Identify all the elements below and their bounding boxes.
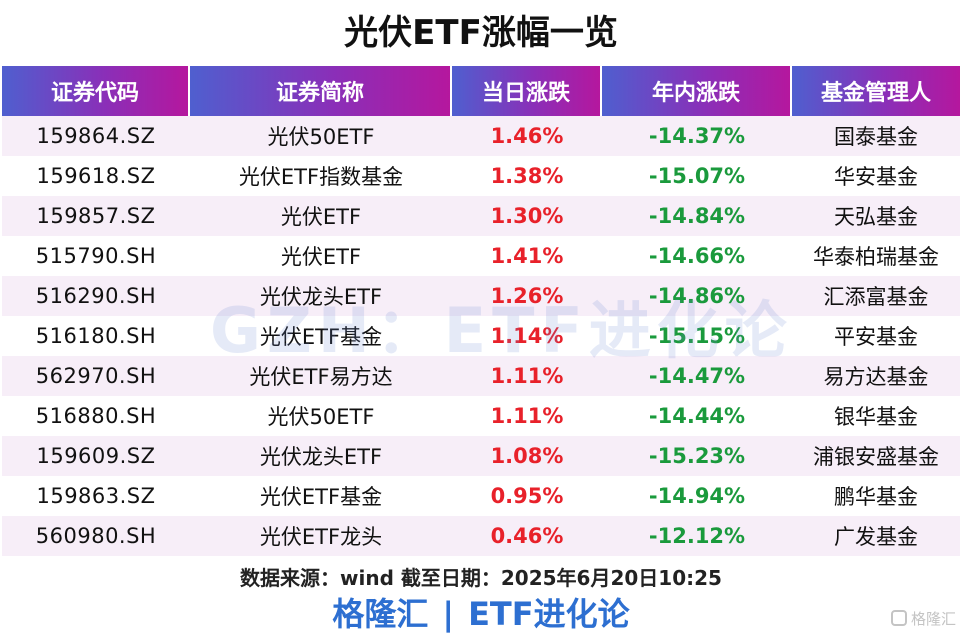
cell-name: 光伏ETF基金 [259, 325, 383, 349]
table-row: 159864.SZ 光伏50ETF 1.46% -14.37% 国泰基金 [2, 116, 960, 156]
cell-code: 515790.SH [35, 244, 157, 268]
cell-manager: 浦银安盛基金 [813, 445, 939, 469]
cell-manager: 平安基金 [834, 325, 918, 349]
cell-day-change: 0.46% [490, 524, 564, 548]
cell-ytd-change: -15.07% [648, 164, 746, 188]
table-row: 159618.SZ 光伏ETF指数基金 1.38% -15.07% 华安基金 [2, 156, 960, 196]
cell-day-change: 1.26% [490, 284, 564, 308]
footer-brand: 格隆汇 | ETF进化论 [0, 594, 962, 634]
cell-name: 光伏龙头ETF [259, 285, 383, 309]
cell-name: 光伏ETF [280, 205, 362, 229]
gelonghui-logo-icon [890, 610, 907, 626]
corner-logo: 格隆汇 [890, 607, 956, 629]
cell-manager: 华安基金 [834, 165, 918, 189]
table-row: 516180.SH 光伏ETF基金 1.14% -15.15% 平安基金 [2, 316, 960, 356]
cell-code: 159618.SZ [36, 164, 156, 188]
cell-code: 516880.SH [35, 404, 157, 428]
cell-ytd-change: -14.66% [648, 244, 746, 268]
cell-name: 光伏ETF龙头 [259, 525, 383, 549]
cell-manager: 天弘基金 [834, 205, 918, 229]
cell-ytd-change: -15.15% [648, 324, 746, 348]
etf-table: 证券代码 证券简称 当日涨跌 年内涨跌 基金管理人 159864.SZ 光伏50E… [2, 66, 960, 556]
cell-code: 159857.SZ [36, 204, 156, 228]
header-day-change: 当日涨跌 [452, 66, 602, 116]
cell-name: 光伏50ETF [267, 405, 375, 429]
cell-day-change: 1.14% [490, 324, 564, 348]
cell-manager: 国泰基金 [834, 125, 918, 149]
cell-code: 159609.SZ [36, 444, 156, 468]
corner-logo-text: 格隆汇 [910, 609, 956, 628]
cell-ytd-change: -14.47% [648, 364, 746, 388]
cell-name: 光伏ETF [280, 245, 362, 269]
cell-ytd-change: -12.12% [648, 524, 746, 548]
cell-code: 516290.SH [35, 284, 157, 308]
cell-ytd-change: -15.23% [648, 444, 746, 468]
table-row: 560980.SH 光伏ETF龙头 0.46% -12.12% 广发基金 [2, 516, 960, 556]
cell-code: 516180.SH [35, 324, 157, 348]
cell-name: 光伏龙头ETF [259, 445, 383, 469]
cell-manager: 易方达基金 [823, 365, 929, 389]
table-row: 159857.SZ 光伏ETF 1.30% -14.84% 天弘基金 [2, 196, 960, 236]
cell-manager: 广发基金 [834, 525, 918, 549]
cell-manager: 鹏华基金 [834, 485, 918, 509]
table-row: 516880.SH 光伏50ETF 1.11% -14.44% 银华基金 [2, 396, 960, 436]
cell-manager: 银华基金 [834, 405, 918, 429]
cell-code: 562970.SH [35, 364, 157, 388]
cell-day-change: 1.38% [490, 164, 564, 188]
cell-name: 光伏ETF指数基金 [238, 165, 404, 189]
table-header: 证券代码 证券简称 当日涨跌 年内涨跌 基金管理人 [2, 66, 960, 116]
data-source-note: 数据来源：wind 截至日期：2025年6月20日10:25 [240, 566, 722, 590]
footer-brand-left: 格隆汇 [332, 595, 429, 633]
table-row: 515790.SH 光伏ETF 1.41% -14.66% 华泰柏瑞基金 [2, 236, 960, 276]
cell-ytd-change: -14.94% [648, 484, 746, 508]
footer-brand-right: ETF进化论 [468, 595, 630, 633]
table-row: 562970.SH 光伏ETF易方达 1.11% -14.47% 易方达基金 [2, 356, 960, 396]
page-title: 光伏ETF涨幅一览 [344, 13, 618, 53]
cell-ytd-change: -14.44% [648, 404, 746, 428]
cell-manager: 华泰柏瑞基金 [813, 245, 939, 269]
cell-manager: 汇添富基金 [823, 285, 929, 309]
cell-ytd-change: -14.37% [648, 124, 746, 148]
cell-day-change: 1.11% [490, 404, 564, 428]
cell-name: 光伏50ETF [267, 125, 375, 149]
cell-day-change: 0.95% [490, 484, 564, 508]
cell-code: 159864.SZ [36, 124, 156, 148]
cell-ytd-change: -14.86% [648, 284, 746, 308]
header-code: 证券代码 [2, 66, 190, 116]
header-ytd-change: 年内涨跌 [602, 66, 792, 116]
cell-day-change: 1.46% [490, 124, 564, 148]
cell-day-change: 1.41% [490, 244, 564, 268]
table-row: 159609.SZ 光伏龙头ETF 1.08% -15.23% 浦银安盛基金 [2, 436, 960, 476]
table-body: 159864.SZ 光伏50ETF 1.46% -14.37% 国泰基金 159618.S… [2, 116, 960, 556]
header-manager: 基金管理人 [792, 66, 960, 116]
cell-name: 光伏ETF基金 [259, 485, 383, 509]
header-name: 证券简称 [190, 66, 452, 116]
table-row: 159863.SZ 光伏ETF基金 0.95% -14.94% 鹏华基金 [2, 476, 960, 516]
table-row: 516290.SH 光伏龙头ETF 1.26% -14.86% 汇添富基金 [2, 276, 960, 316]
cell-code: 560980.SH [35, 524, 157, 548]
cell-code: 159863.SZ [36, 484, 156, 508]
footer-separator: | [442, 595, 455, 633]
cell-ytd-change: -14.84% [648, 204, 746, 228]
cell-day-change: 1.30% [490, 204, 564, 228]
cell-day-change: 1.08% [490, 444, 564, 468]
cell-name: 光伏ETF易方达 [249, 365, 393, 389]
cell-day-change: 1.11% [490, 364, 564, 388]
